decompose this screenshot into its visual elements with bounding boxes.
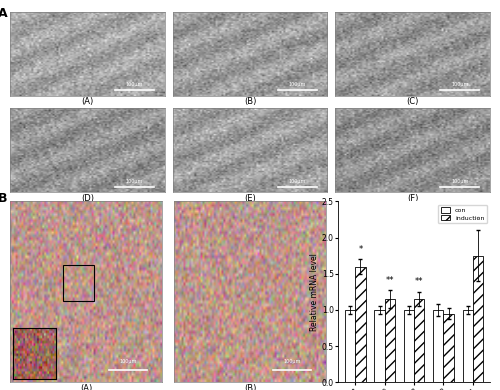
- Text: **: **: [386, 276, 394, 285]
- X-axis label: (A): (A): [82, 97, 94, 106]
- X-axis label: (B): (B): [244, 384, 256, 390]
- Bar: [356, 266, 366, 382]
- Text: *: *: [476, 216, 480, 225]
- Text: 100μm: 100μm: [126, 179, 144, 184]
- Bar: [473, 256, 483, 382]
- Text: 100μm: 100μm: [119, 359, 136, 364]
- Legend: con, induction: con, induction: [438, 205, 487, 223]
- Bar: [63, 265, 94, 301]
- Text: 100μm: 100μm: [283, 359, 300, 364]
- Bar: [444, 314, 454, 382]
- Bar: [374, 310, 384, 382]
- Text: A: A: [0, 7, 7, 21]
- Text: 100μm: 100μm: [451, 82, 468, 87]
- Bar: [404, 310, 414, 382]
- Text: 100μm: 100μm: [288, 82, 306, 87]
- X-axis label: (D): (D): [81, 194, 94, 203]
- X-axis label: (B): (B): [244, 97, 256, 106]
- X-axis label: (F): (F): [407, 194, 418, 203]
- Bar: [433, 310, 444, 382]
- X-axis label: (E): (E): [244, 194, 256, 203]
- Bar: [345, 310, 356, 382]
- Text: 100μm: 100μm: [288, 179, 306, 184]
- X-axis label: (A): (A): [80, 384, 92, 390]
- Bar: [384, 299, 395, 382]
- Y-axis label: Relative mRNA level: Relative mRNA level: [310, 253, 319, 331]
- Text: *: *: [358, 245, 362, 254]
- Text: **: **: [415, 277, 424, 286]
- Bar: [414, 299, 424, 382]
- X-axis label: (C): (C): [406, 97, 419, 106]
- Bar: [462, 310, 473, 382]
- Text: 100μm: 100μm: [451, 179, 468, 184]
- Text: B: B: [0, 192, 8, 206]
- Text: 100μm: 100μm: [126, 82, 144, 87]
